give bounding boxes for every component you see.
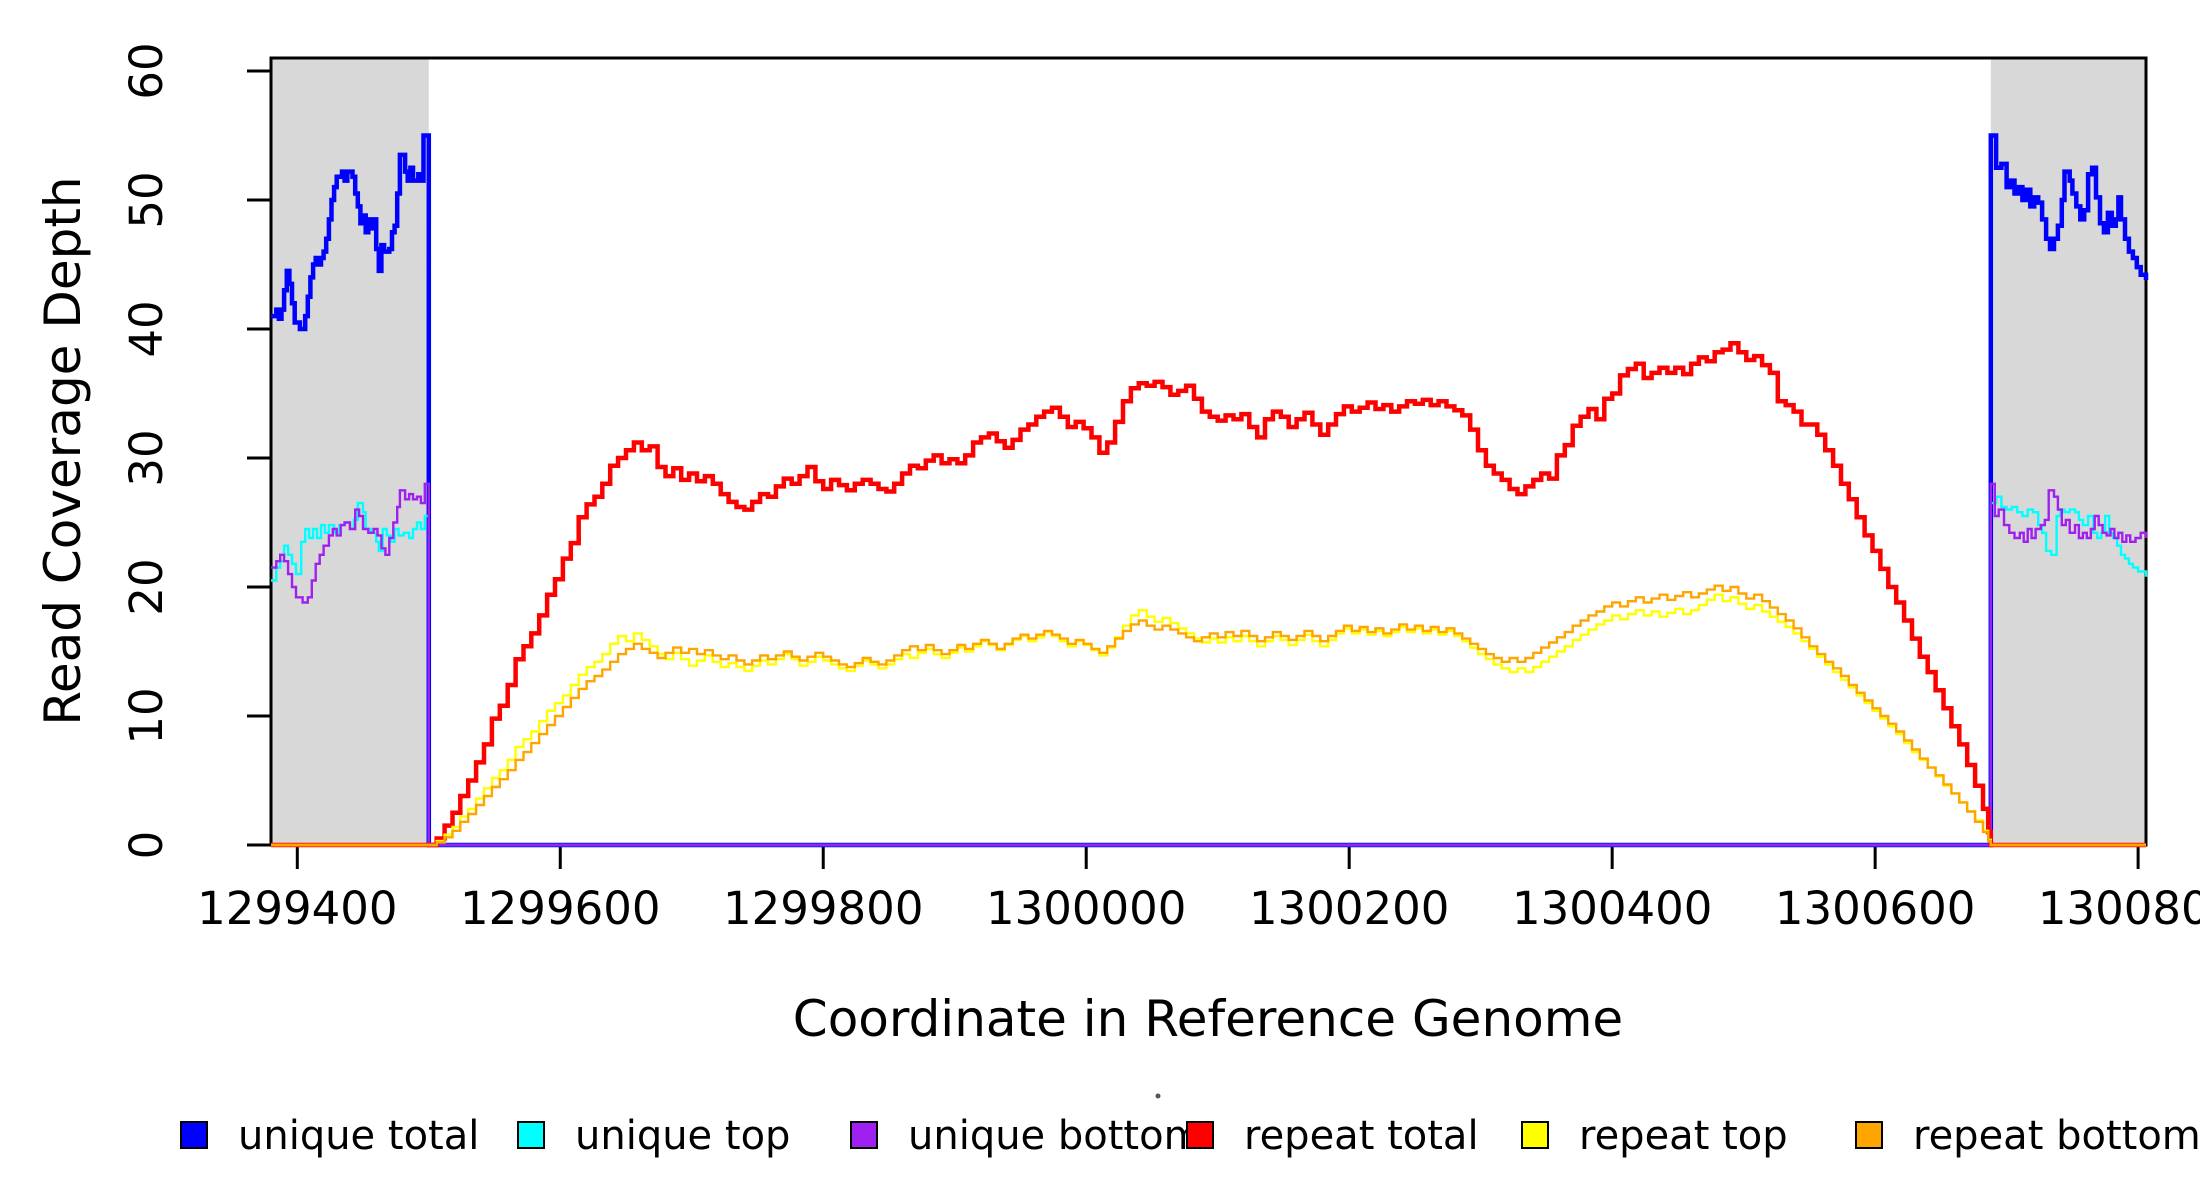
x-axis-title: Coordinate in Reference Genome <box>793 990 1623 1048</box>
x-tick-label: 1299400 <box>197 882 397 935</box>
legend-swatch-repeat-total <box>1186 1121 1214 1149</box>
y-tick-label: 60 <box>120 42 173 99</box>
series-line-unique-total <box>271 133 2149 848</box>
stray-mark <box>1155 1093 1161 1099</box>
x-tick-label: 1300000 <box>986 882 1186 935</box>
y-tick-label: 30 <box>120 429 173 486</box>
legend-item-unique-bottom: unique bottom <box>850 1113 1203 1159</box>
legend-label: repeat top <box>1579 1113 1788 1159</box>
series-line-unique-top <box>271 495 2148 847</box>
y-tick-label: 20 <box>120 558 173 615</box>
series-lines <box>271 133 2149 848</box>
shaded-region-0 <box>271 58 429 845</box>
shaded-regions <box>271 58 2146 845</box>
legend-item-repeat-bottom: repeat bottom <box>1855 1113 2200 1159</box>
y-tick-label: 10 <box>120 687 173 744</box>
legend-swatch-unique-bottom <box>850 1121 878 1149</box>
x-tick-label: 1300600 <box>1775 882 1975 935</box>
legend-swatch-unique-top <box>517 1121 545 1149</box>
y-tick-label: 0 <box>120 831 173 860</box>
y-tick-label: 50 <box>120 171 173 228</box>
legend-label: unique bottom <box>908 1113 1203 1159</box>
legend-label: repeat bottom <box>1913 1113 2200 1159</box>
x-tick-label: 1300400 <box>1512 882 1712 935</box>
legend-label: unique top <box>575 1113 790 1159</box>
series-line-unique-bottom <box>271 482 2148 847</box>
axes: 1299400 1299600 1299800 1300000 1300200 13004… <box>120 42 2200 935</box>
y-axis-title: Read Coverage Depth <box>34 176 92 725</box>
legend-label: unique total <box>238 1113 479 1159</box>
legend-swatch-unique-total <box>180 1121 208 1149</box>
x-tick-label: 1299600 <box>460 882 660 935</box>
legend: unique total unique top unique bottom repea… <box>180 1113 2200 1159</box>
x-tick-label: 1300200 <box>1249 882 1449 935</box>
legend-item-repeat-top: repeat top <box>1521 1113 1788 1159</box>
legend-swatch-repeat-top <box>1521 1121 1549 1149</box>
legend-swatch-repeat-bottom <box>1855 1121 1883 1149</box>
legend-item-unique-top: unique top <box>517 1113 790 1159</box>
legend-item-unique-total: unique total <box>180 1113 479 1159</box>
x-tick-label: 1299800 <box>723 882 923 935</box>
y-tick-label: 40 <box>120 300 173 357</box>
legend-label: repeat total <box>1244 1113 1479 1159</box>
series-line-repeat-bottom <box>271 584 2146 847</box>
series-line-repeat-total <box>271 340 2146 848</box>
legend-item-repeat-total: repeat total <box>1186 1113 1479 1159</box>
plot-box <box>269 56 2148 847</box>
series-line-repeat-top <box>271 593 2146 847</box>
